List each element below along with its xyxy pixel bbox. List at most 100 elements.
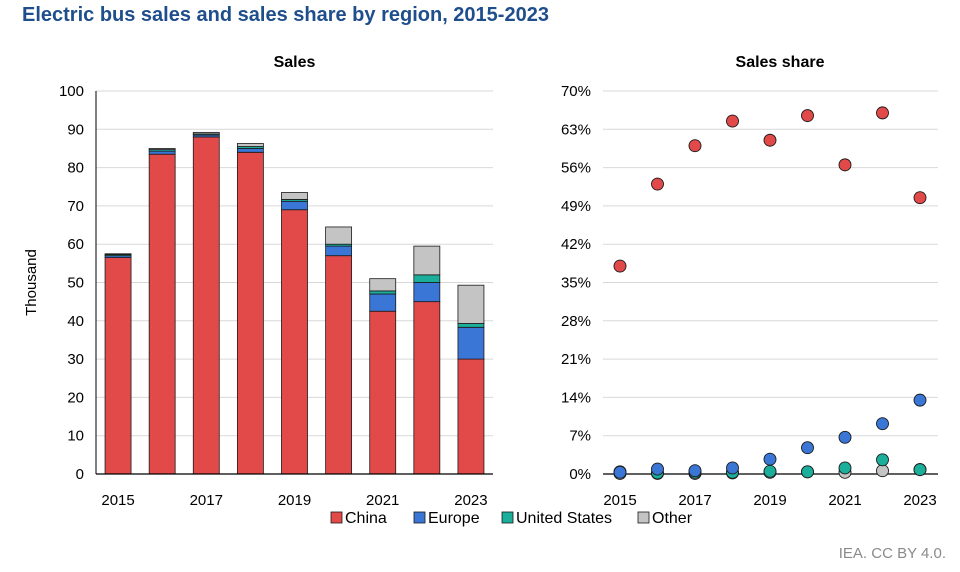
x-tick-label: 2021: [366, 492, 399, 509]
source-note: IEA. CC BY 4.0.: [838, 545, 946, 562]
y-tick-label: 70: [67, 198, 84, 215]
x-tick-label: 2015: [101, 492, 134, 509]
bar-china-2022: [413, 301, 441, 475]
y-tick-label: 90: [67, 121, 84, 138]
point-china-2022: [876, 106, 889, 120]
point-europe-2015: [613, 465, 627, 479]
x-tick-label: 2023: [903, 492, 936, 509]
point-europe-2021: [838, 430, 852, 444]
y-tick-label: 35%: [561, 275, 591, 292]
point-china-2015: [613, 259, 627, 273]
point-europe-2017: [688, 464, 702, 478]
bar-europe-2016: [148, 150, 176, 155]
bar-europe-2022: [413, 282, 441, 303]
legend-swatch-united-states: [501, 511, 514, 524]
legend-label-europe: Europe: [428, 510, 480, 527]
point-china-2020: [801, 109, 814, 123]
bar-other-2018: [236, 143, 264, 147]
x-tick-label: 2017: [678, 492, 711, 509]
x-tick-label: 2019: [753, 492, 786, 509]
point-europe-2022: [876, 417, 889, 431]
panel-title: Sales share: [736, 54, 825, 71]
panel-title: Sales: [274, 54, 316, 71]
bar-other-2019: [281, 192, 308, 200]
legend-label-united-states: United States: [516, 510, 612, 527]
legend-label-other: Other: [652, 510, 693, 527]
bar-other-2016: [148, 148, 176, 150]
bar-china-2021: [369, 310, 397, 475]
y-tick-label: 21%: [561, 351, 591, 368]
y-tick-label: 42%: [561, 236, 591, 253]
point-europe-2023: [913, 393, 927, 407]
y-tick-label: 49%: [561, 198, 591, 215]
bar-other-2015: [104, 253, 132, 255]
bar-other-2021: [369, 278, 397, 292]
point-china-2019: [763, 133, 777, 147]
point-united-states-2020: [801, 465, 814, 479]
bar-other-2017: [192, 131, 220, 135]
y-tick-label: 20: [67, 389, 84, 406]
y-tick-label: 80: [67, 160, 84, 177]
sales-share-panel: 0% 7% 14% 21% 28% 35% 42% 49% 56% 63% 70% Sales sha…: [561, 54, 938, 509]
x-tick-label: 2015: [603, 492, 636, 509]
bar-other-2020: [325, 226, 353, 245]
bar-china-2017: [192, 136, 220, 475]
bar-europe-2018: [236, 148, 264, 153]
point-china-2023: [913, 191, 927, 205]
x-tick-label: 2023: [454, 492, 487, 509]
y-tick-label: 10: [67, 428, 84, 445]
point-united-states-2021: [838, 461, 852, 475]
y-tick-label: 0%: [569, 466, 591, 483]
y-tick-label: 7%: [569, 428, 591, 445]
legend-label-china: China: [345, 510, 387, 527]
x-tick-label: 2019: [278, 492, 311, 509]
y-tick-label: 40: [67, 313, 84, 330]
bar-china-2023: [457, 358, 485, 475]
point-china-2018: [726, 114, 739, 128]
legend-swatch-other: [637, 511, 650, 524]
y-tick-label: 63%: [561, 121, 591, 138]
bar-europe-2020: [325, 245, 353, 257]
y-tick-label: 100: [59, 83, 84, 100]
legend: China Europe United States Other: [330, 510, 693, 527]
chart-title: Electric bus sales and sales share by re…: [22, 4, 549, 26]
legend-swatch-china: [330, 511, 343, 524]
bar-europe-2023: [457, 326, 485, 360]
bar-other-2023: [457, 284, 485, 324]
bar-china-2020: [325, 255, 353, 475]
sales-panel: 0 10 20 30 40 50 60 70 80 90 100 Thousand Sales 2015 2…: [23, 54, 493, 509]
point-europe-2020: [801, 441, 814, 455]
point-other-2022: [876, 464, 889, 478]
bar-china-2019: [281, 209, 308, 475]
legend-swatch-europe: [413, 511, 426, 524]
y-tick-label: 50: [67, 275, 84, 292]
point-united-states-2022: [876, 453, 889, 467]
point-united-states-2019: [763, 464, 777, 478]
point-china-2017: [688, 139, 702, 153]
point-europe-2018: [726, 461, 739, 475]
bar-europe-2019: [281, 200, 308, 211]
y-tick-label: 60: [67, 236, 84, 253]
bar-china-2016: [148, 153, 176, 475]
y-tick-label: 28%: [561, 313, 591, 330]
y-axis-label: Thousand: [23, 249, 40, 316]
bar-united-states-2021: [369, 290, 397, 295]
y-tick-label: 56%: [561, 160, 591, 177]
bar-china-2015: [104, 257, 132, 475]
y-tick-label: 30: [67, 351, 84, 368]
y-tick-label: 14%: [561, 389, 591, 406]
point-europe-2016: [651, 462, 664, 476]
x-tick-label: 2017: [190, 492, 223, 509]
bar-china-2018: [236, 151, 264, 475]
point-china-2016: [651, 177, 664, 191]
y-tick-label: 70%: [561, 83, 591, 100]
point-china-2021: [838, 158, 852, 172]
bar-united-states-2023: [457, 323, 485, 328]
y-tick-label: 0: [76, 466, 84, 483]
x-tick-label: 2021: [828, 492, 861, 509]
bar-europe-2021: [369, 293, 397, 312]
bar-united-states-2022: [413, 274, 441, 283]
bar-other-2022: [413, 245, 441, 276]
point-united-states-2023: [913, 463, 927, 477]
